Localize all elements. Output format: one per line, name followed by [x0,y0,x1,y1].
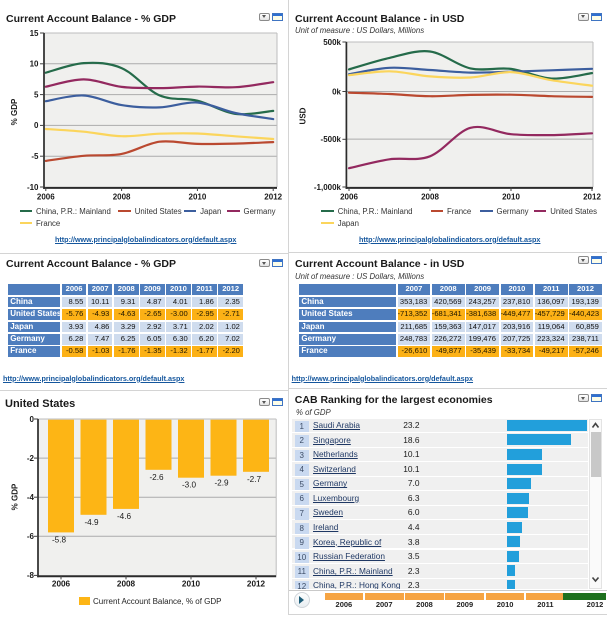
svg-text:-2: -2 [27,454,35,463]
svg-text:-2.9: -2.9 [214,479,229,488]
svg-text:0k: 0k [332,87,341,96]
svg-text:10: 10 [30,60,39,69]
svg-text:-4.6: -4.6 [117,512,132,521]
svg-text:2012: 2012 [583,192,601,201]
svg-text:-1,000k: -1,000k [314,183,342,192]
svg-text:-3.0: -3.0 [182,481,197,490]
svg-text:2012: 2012 [264,192,282,201]
svg-text:2008: 2008 [117,580,136,589]
svg-text:USD: USD [299,107,308,124]
svg-text:2006: 2006 [37,192,55,201]
svg-text:0: 0 [30,415,35,424]
svg-text:% GDP: % GDP [10,98,19,125]
svg-text:2010: 2010 [182,580,201,589]
svg-text:500k: 500k [323,38,341,47]
svg-text:2010: 2010 [502,192,520,201]
svg-text:2010: 2010 [189,192,207,201]
svg-text:-10: -10 [27,183,39,192]
svg-text:-2.7: -2.7 [247,475,262,484]
svg-text:-4.9: -4.9 [84,518,99,527]
svg-text:-5: -5 [31,152,39,161]
svg-text:2006: 2006 [340,192,358,201]
svg-text:-2.6: -2.6 [149,473,164,482]
svg-text:-5.8: -5.8 [52,535,67,544]
svg-text:2008: 2008 [113,192,131,201]
svg-text:% GDP: % GDP [11,483,20,510]
svg-text:5: 5 [34,90,39,99]
svg-text:2012: 2012 [247,580,266,589]
svg-text:2008: 2008 [421,192,439,201]
svg-text:-500k: -500k [321,135,342,144]
svg-text:15: 15 [30,29,39,38]
svg-text:-4: -4 [27,493,35,502]
svg-text:-6: -6 [27,532,35,541]
svg-text:0: 0 [34,121,39,130]
svg-text:2006: 2006 [52,580,71,589]
svg-text:-8: -8 [27,571,35,580]
